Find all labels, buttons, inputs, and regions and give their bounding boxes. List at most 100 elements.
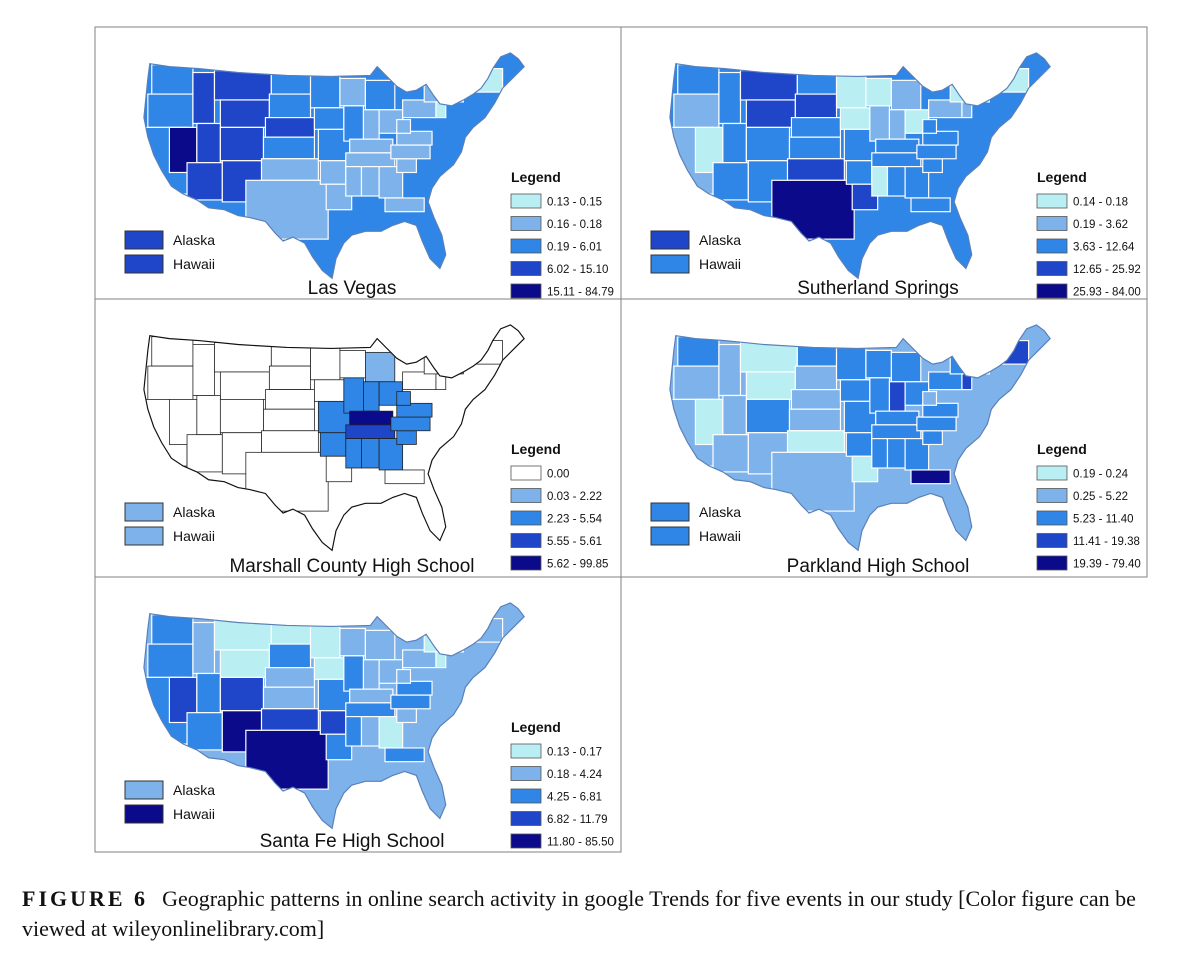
state-mn [309, 621, 341, 659]
state-tn [345, 152, 396, 168]
state-tn [871, 424, 922, 440]
alaska-swatch [650, 230, 690, 250]
legend-swatch [510, 216, 542, 231]
legend-entry: 0.13 - 0.15 [547, 197, 602, 209]
alaska-swatch [650, 502, 690, 522]
state-pa [402, 99, 437, 119]
legend-swatch [1036, 488, 1068, 503]
state-nc [916, 144, 957, 160]
alaska-label: Alaska [699, 504, 741, 520]
state-ne [790, 389, 842, 410]
state-sd [268, 643, 312, 669]
us-outline [669, 324, 1051, 552]
us-outline [669, 52, 1051, 280]
us-map [143, 52, 525, 280]
legend-swatch [510, 788, 542, 804]
state-wy [219, 99, 270, 128]
panel-title: Parkland High School [787, 556, 970, 577]
state-la [325, 455, 353, 483]
state-in [888, 109, 906, 140]
state-id [718, 343, 742, 397]
state-id [192, 621, 216, 675]
state-il [343, 655, 365, 692]
state-ks [263, 408, 315, 432]
alaska-label: Alaska [173, 504, 215, 520]
state-al [360, 166, 380, 197]
state-sc [922, 158, 943, 174]
legend-entry: 5.62 - 99.85 [547, 559, 608, 571]
state-va [396, 680, 433, 696]
legend-entry: 6.02 - 15.10 [547, 264, 608, 276]
state-wi [339, 627, 366, 657]
state-id [718, 71, 742, 125]
legend-entry: 0.13 - 0.17 [547, 747, 602, 759]
panel-title: Santa Fe High School [260, 831, 445, 852]
legend-entry: 0.03 - 2.22 [547, 491, 602, 503]
state-ms [345, 166, 363, 197]
state-nc [390, 144, 431, 160]
state-in [888, 381, 906, 412]
legend-title: Legend [511, 441, 561, 457]
state-wv [922, 118, 938, 134]
state-ks [262, 686, 316, 710]
legend-swatch [1036, 465, 1068, 481]
state-sd [794, 93, 838, 119]
legend-swatch [510, 811, 542, 826]
state-al [361, 438, 380, 469]
state-wa [151, 614, 194, 645]
state-sd [268, 365, 311, 390]
legend-swatch [510, 193, 542, 209]
legend-swatch [510, 743, 542, 759]
legend-swatch [1036, 510, 1068, 526]
state-co [219, 126, 265, 162]
map-panel-4: Alaska Hawaii Parkland High School Legend 0.… [620, 298, 1148, 578]
state-az [712, 162, 749, 201]
state-az [712, 434, 749, 473]
legend-entry: 0.16 - 0.18 [547, 219, 602, 231]
legend-entry: 11.80 - 85.50 [547, 837, 614, 849]
state-ia [313, 657, 345, 680]
legend-title: Legend [1037, 441, 1087, 457]
legend-entry: 0.19 - 3.62 [1073, 219, 1128, 231]
state-mi [365, 351, 396, 383]
state-wy [219, 649, 270, 678]
legend-entry: 11.41 - 19.38 [1073, 536, 1140, 548]
legend-swatch [510, 766, 542, 781]
state-co [745, 126, 791, 162]
legend-swatch [510, 261, 542, 276]
legend-swatch [510, 510, 542, 526]
legend-entry: 6.82 - 11.79 [547, 814, 608, 826]
hawaii-swatch [650, 526, 690, 546]
map-panel-3: Alaska Hawaii Marshall County High School L… [94, 298, 622, 578]
state-ut [196, 395, 221, 436]
legend-swatch [1036, 261, 1068, 276]
state-az [186, 162, 223, 201]
state-mn [835, 343, 867, 381]
legend-entry: 5.23 - 11.40 [1073, 514, 1134, 526]
state-wi [339, 350, 366, 379]
state-mt [214, 342, 272, 373]
legend-title: Legend [511, 719, 561, 735]
state-va [922, 402, 959, 418]
legend-entry: 12.65 - 25.92 [1073, 264, 1141, 276]
state-in [362, 109, 380, 140]
state-fl [384, 747, 425, 763]
hawaii-swatch [124, 804, 164, 824]
state-wi [339, 77, 366, 107]
state-mt [739, 69, 798, 101]
legend-swatch [510, 533, 542, 548]
state-ar [319, 710, 347, 735]
alaska-swatch [124, 502, 164, 522]
legend-entry: 0.18 - 4.24 [547, 769, 603, 781]
state-or [147, 365, 194, 400]
state-az [186, 434, 223, 473]
state-sc [396, 708, 417, 724]
state-wv [396, 668, 412, 684]
legend-swatch [1036, 193, 1068, 209]
state-mt [739, 341, 798, 373]
state-sc [922, 430, 943, 446]
us-map [143, 602, 525, 830]
legend-entry: 0.19 - 0.24 [1073, 469, 1129, 481]
state-nc [390, 416, 431, 432]
state-ar [319, 432, 347, 457]
